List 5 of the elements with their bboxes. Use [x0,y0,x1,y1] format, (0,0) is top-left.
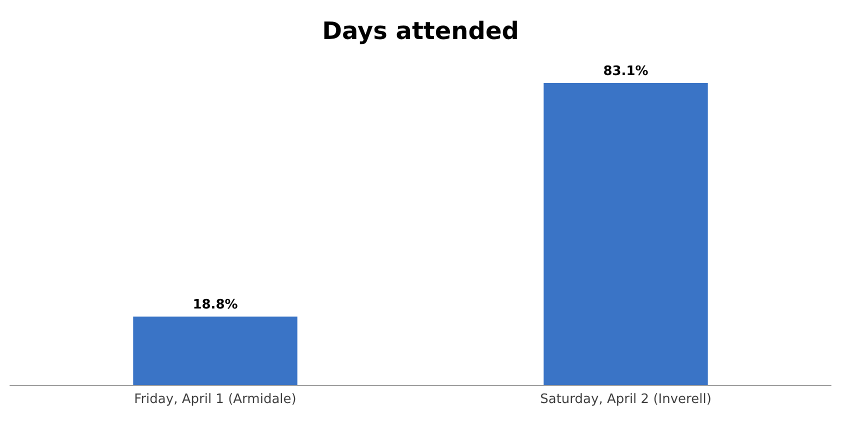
x-tick-label: Friday, April 1 (Armidale) [134,392,296,407]
chart-title: Days attended [322,17,519,45]
data-label: 18.8% [192,298,238,313]
data-label: 83.1% [603,64,648,79]
x-tick-label: Saturday, April 2 (Inverell) [540,392,712,407]
